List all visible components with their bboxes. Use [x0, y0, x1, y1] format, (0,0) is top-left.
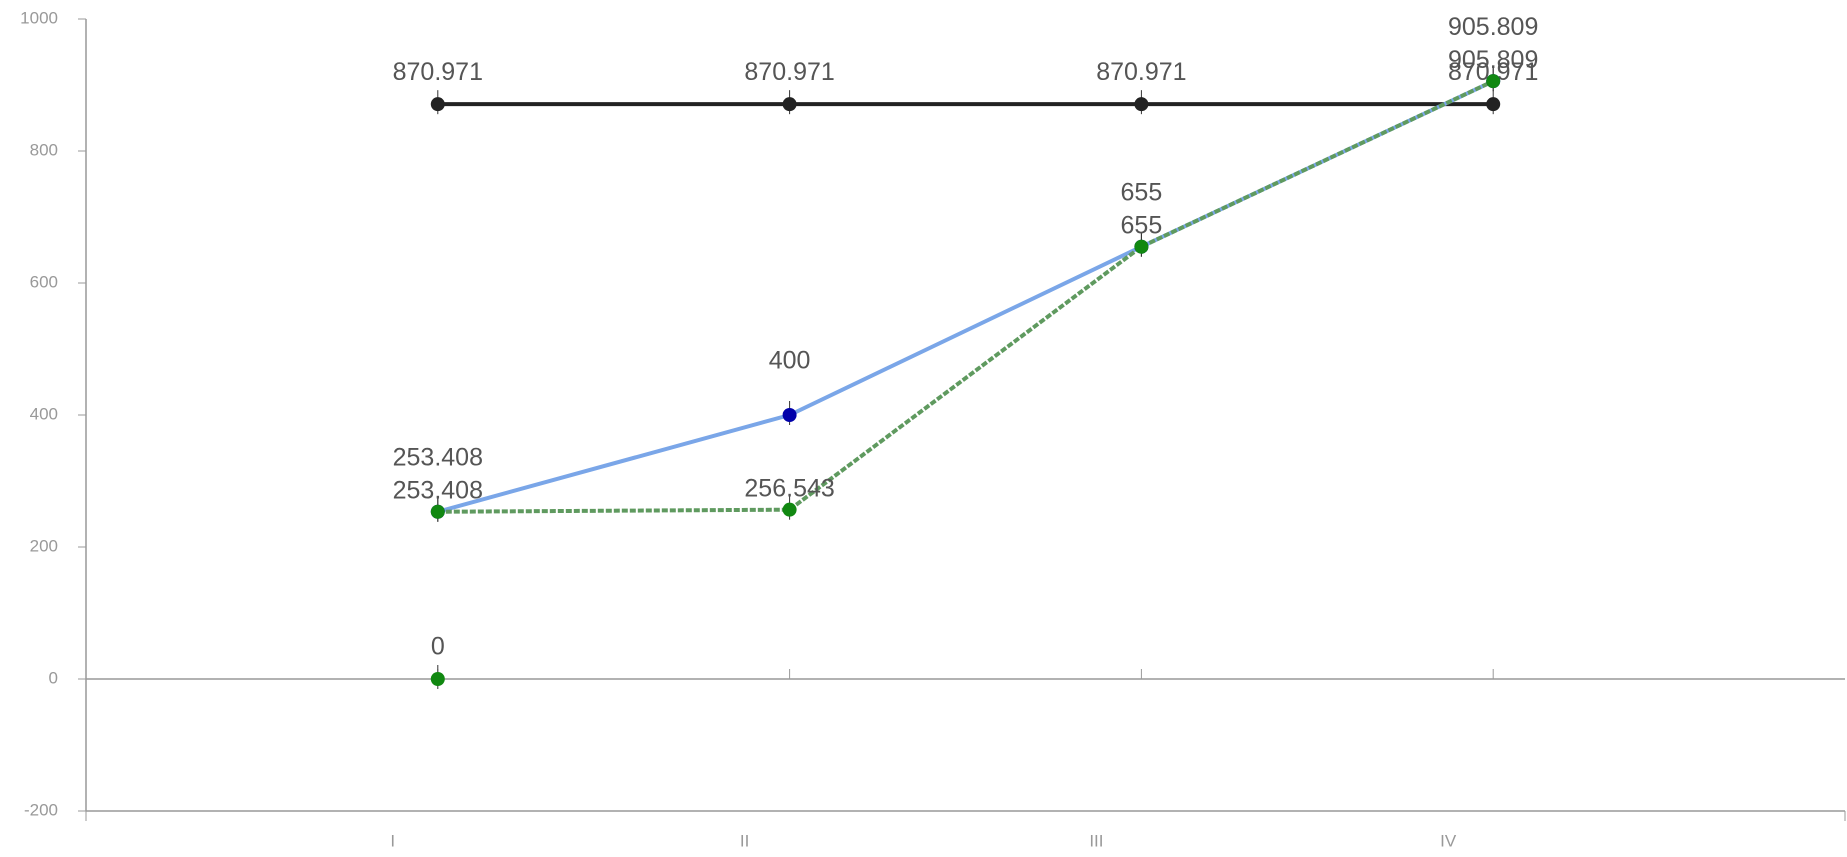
point — [430, 97, 445, 112]
x-tick-label: IV — [1440, 831, 1457, 850]
x-tick-label: III — [1089, 831, 1103, 850]
value-label: 400 — [769, 347, 811, 375]
point — [782, 97, 797, 112]
value-label: 870.971 — [393, 58, 483, 86]
y-tick-label: 800 — [30, 140, 58, 159]
point — [430, 504, 445, 519]
value-label: 905.809 — [1448, 46, 1538, 74]
point — [1134, 97, 1149, 112]
x-tick-label: I — [390, 831, 395, 850]
value-label: 655 — [1121, 178, 1163, 206]
y-tick-label: 1000 — [20, 8, 58, 27]
value-label: 253.408 — [393, 443, 483, 471]
y-tick-label: 600 — [30, 272, 58, 291]
point — [1134, 239, 1149, 254]
point — [1486, 97, 1501, 112]
y-tick-label: 400 — [30, 404, 58, 423]
x-tick-label: II — [740, 831, 749, 850]
series-line — [437, 79, 1495, 514]
value-label: 870.971 — [744, 58, 834, 86]
y-tick-label: 0 — [49, 668, 58, 687]
y-tick-label: 200 — [30, 536, 58, 555]
value-label: 253.408 — [393, 476, 483, 504]
series-line — [437, 79, 1495, 514]
point — [1486, 74, 1501, 89]
point — [430, 672, 445, 686]
point — [782, 408, 797, 422]
y-tick-label: -200 — [24, 800, 58, 819]
value-label: 905.809 — [1448, 13, 1538, 41]
value-label: 655 — [1121, 211, 1163, 239]
value-label: 870.971 — [1096, 58, 1186, 86]
point — [782, 502, 797, 517]
value-label: 0 — [431, 633, 445, 661]
value-label: 256.543 — [744, 474, 834, 502]
